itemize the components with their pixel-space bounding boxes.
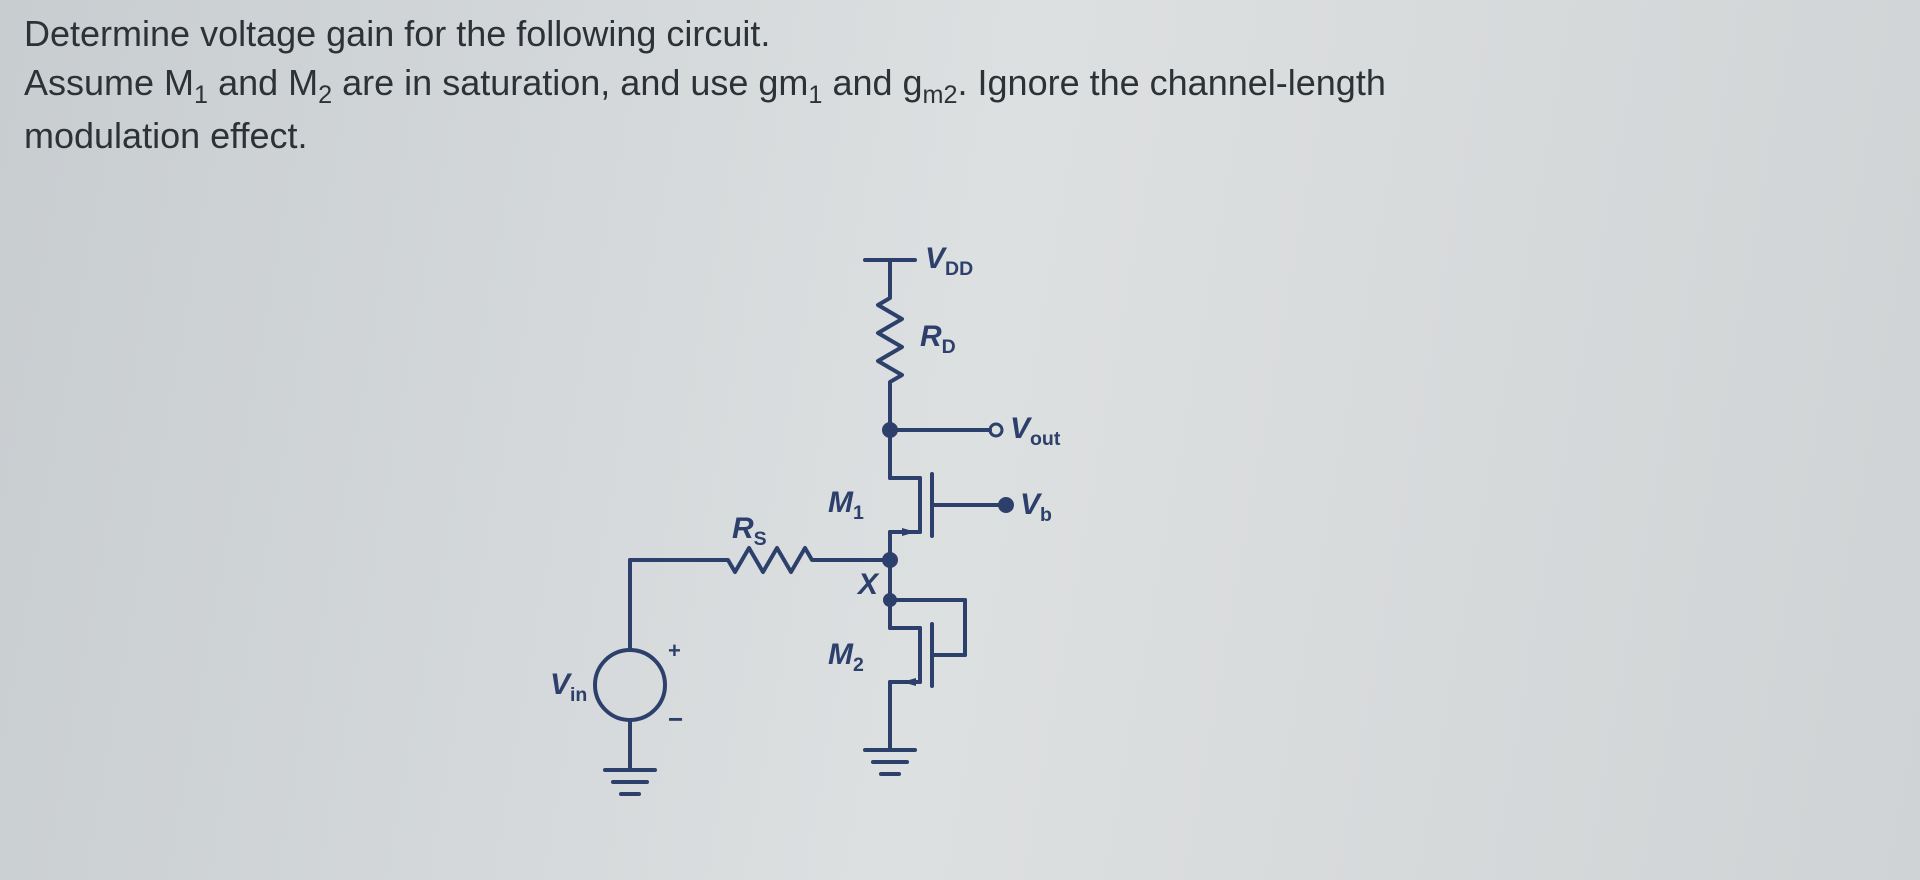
vb-v: V [1020,488,1040,521]
label-vdd: VDD [925,242,973,281]
problem-line-1: Determine voltage gain for the following… [24,10,1896,59]
rs-r: R [732,512,754,545]
m1-sub: 1 [853,502,864,524]
label-rd: RD [920,320,956,359]
sub-m2: 2 [318,81,332,109]
rs-sub: S [754,528,767,550]
problem-text-2a: Assume M [24,62,194,103]
m1-m: M [828,486,853,519]
sub-m1: 1 [194,81,208,109]
problem-text: Determine voltage gain for the following… [24,10,1896,160]
label-rs: RS [732,512,767,551]
problem-text-2d: and g [822,62,922,103]
minus-text: − [668,704,683,734]
vin-v: V [550,668,570,701]
vb-sub: b [1040,504,1052,526]
label-x: X [858,568,878,602]
vin-sub: in [570,684,587,706]
m2-sub: 2 [853,654,864,676]
label-minus: − [668,704,683,735]
label-vin: Vin [550,668,587,707]
problem-text-2e: . Ignore the channel-length [958,62,1386,103]
vout-v: V [1010,412,1030,445]
problem-line-3: modulation effect. [24,112,1896,161]
label-m2: M2 [828,638,864,677]
x-text: X [858,568,878,601]
rd-r: R [920,320,942,353]
problem-line-2: Assume M1 and M2 are in saturation, and … [24,59,1896,112]
problem-text-1a: Determine voltage gain for the following… [24,13,770,54]
sub-gm1: 1 [808,81,822,109]
rd-sub: D [942,336,956,358]
vout-sub: out [1030,428,1060,450]
label-vb: Vb [1020,488,1052,527]
label-vout: Vout [1010,412,1060,451]
problem-text-3: modulation effect. [24,115,308,156]
vdd-sub: DD [945,258,973,280]
problem-text-2c: are in saturation, and use gm [332,62,808,103]
plus-text: + [668,638,681,663]
vdd-v: V [925,242,945,275]
label-plus: + [668,638,681,664]
m2-m: M [828,638,853,671]
problem-text-2b: and M [208,62,318,103]
circuit-diagram: VDD RD Vout RS M1 Vb X M2 Vin + − [520,230,1200,850]
label-m1: M1 [828,486,864,525]
sub-gm2: m2 [923,81,958,109]
circuit-svg [520,230,1200,850]
